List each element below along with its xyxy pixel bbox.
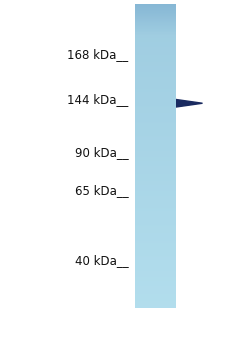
Text: 90 kDa__: 90 kDa__ xyxy=(75,146,128,159)
Bar xyxy=(135,99,176,107)
Text: 168 kDa__: 168 kDa__ xyxy=(67,48,128,61)
Polygon shape xyxy=(176,99,202,107)
Text: 144 kDa__: 144 kDa__ xyxy=(67,93,128,106)
Text: 40 kDa__: 40 kDa__ xyxy=(75,254,128,267)
Text: 65 kDa__: 65 kDa__ xyxy=(75,184,128,197)
